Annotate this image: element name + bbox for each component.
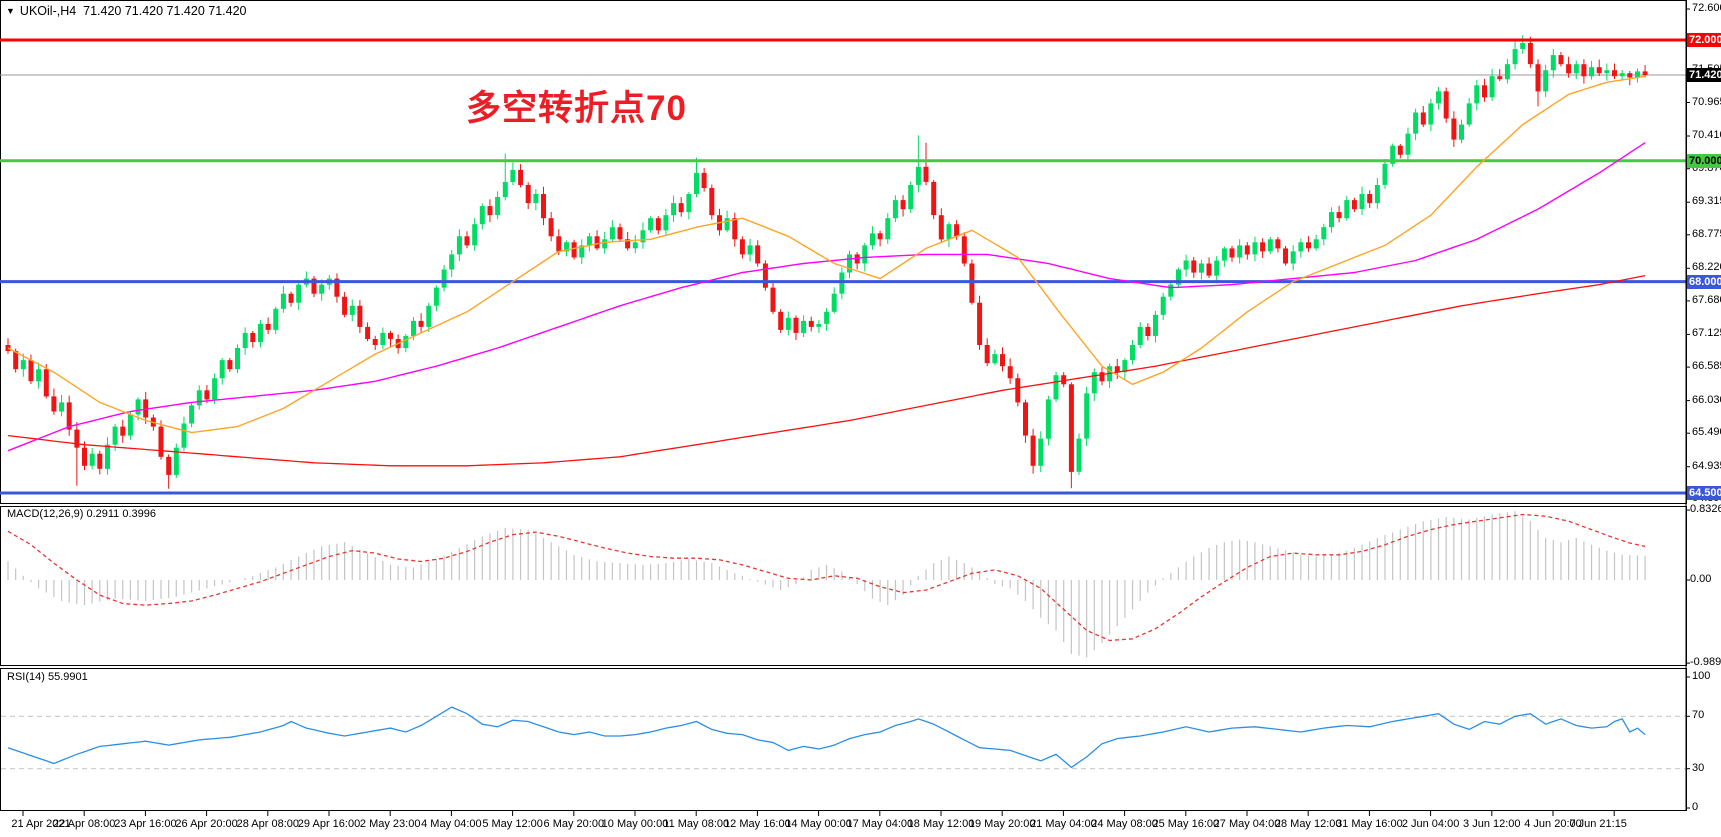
macd-pane[interactable]	[0, 506, 1687, 666]
main-pane[interactable]	[0, 0, 1687, 504]
ma-fast-line	[7, 75, 1646, 434]
ma-mid-line	[7, 142, 1646, 452]
candles	[5, 35, 1648, 489]
rsi-line	[7, 706, 1646, 769]
macd-histogram	[7, 511, 1646, 658]
ma-slow-line	[7, 274, 1646, 467]
macd-signal-line	[7, 513, 1646, 642]
rsi-pane[interactable]	[0, 668, 1687, 811]
